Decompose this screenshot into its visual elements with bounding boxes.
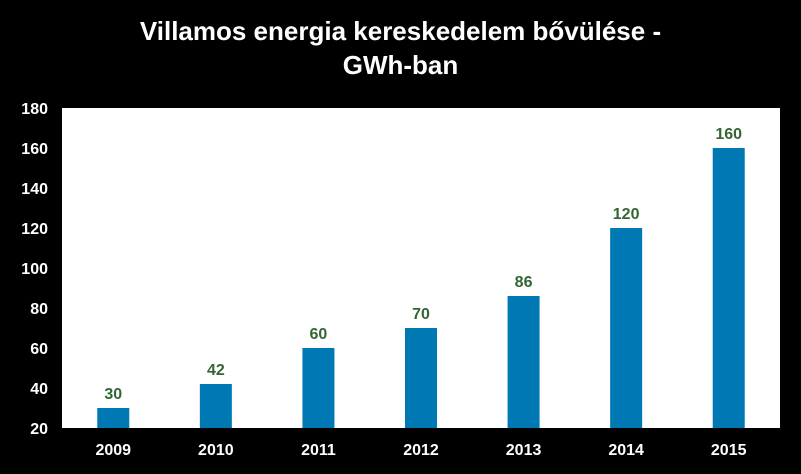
bar-2009 xyxy=(97,408,130,428)
y-tick-label-120: 120 xyxy=(21,221,48,238)
y-axis-tick-labels: 20 40 60 80 100 120 140 160 180 xyxy=(21,101,48,438)
bar-2011 xyxy=(302,348,335,428)
y-tick-label-100: 100 xyxy=(21,261,48,278)
data-label-2011: 60 xyxy=(310,326,328,343)
data-label-2009: 30 xyxy=(104,386,122,403)
bar-2013 xyxy=(507,296,540,428)
bars xyxy=(97,148,745,428)
y-tick-label-140: 140 xyxy=(21,181,48,198)
data-label-2010: 42 xyxy=(207,362,225,379)
bar-2012 xyxy=(405,328,437,428)
y-tick-label-40: 40 xyxy=(30,381,48,398)
data-label-2015: 160 xyxy=(715,126,742,143)
chart-title-line-2: GWh-ban xyxy=(342,50,459,80)
y-tick-label-180: 180 xyxy=(21,101,48,118)
y-tick-label-80: 80 xyxy=(30,301,48,318)
x-axis-tick-labels: 2009 2010 2011 2012 2013 2014 2015 xyxy=(95,442,746,459)
x-tick-label-2012: 2012 xyxy=(403,442,439,459)
x-tick-label-2014: 2014 xyxy=(608,442,644,459)
chart-title-line-1: Villamos energia kereskedelem bővülése - xyxy=(139,16,662,46)
chart-title: Villamos energia kereskedelem bővülése -… xyxy=(0,14,801,82)
y-tick-label-60: 60 xyxy=(30,341,48,358)
data-label-2013: 86 xyxy=(515,274,533,291)
bar-2015 xyxy=(712,148,745,428)
x-tick-label-2013: 2013 xyxy=(506,442,542,459)
data-label-2012: 70 xyxy=(412,306,430,323)
x-tick-label-2015: 2015 xyxy=(711,442,747,459)
x-tick-label-2009: 2009 xyxy=(95,442,131,459)
x-tick-label-2010: 2010 xyxy=(198,442,234,459)
bar-2010 xyxy=(199,384,232,428)
x-tick-label-2011: 2011 xyxy=(301,442,336,459)
y-tick-label-160: 160 xyxy=(21,141,48,158)
bar-2014 xyxy=(610,228,643,428)
data-labels: 30 42 60 70 86 120 160 xyxy=(104,126,742,403)
data-label-2014: 120 xyxy=(613,206,640,223)
y-tick-label-20: 20 xyxy=(30,421,48,438)
